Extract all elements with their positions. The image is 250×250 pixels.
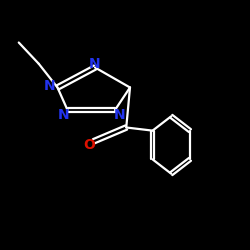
Text: O: O — [83, 138, 95, 152]
Text: N: N — [58, 108, 70, 122]
Text: N: N — [114, 108, 126, 122]
Text: N: N — [89, 57, 101, 71]
Text: N: N — [44, 79, 56, 93]
